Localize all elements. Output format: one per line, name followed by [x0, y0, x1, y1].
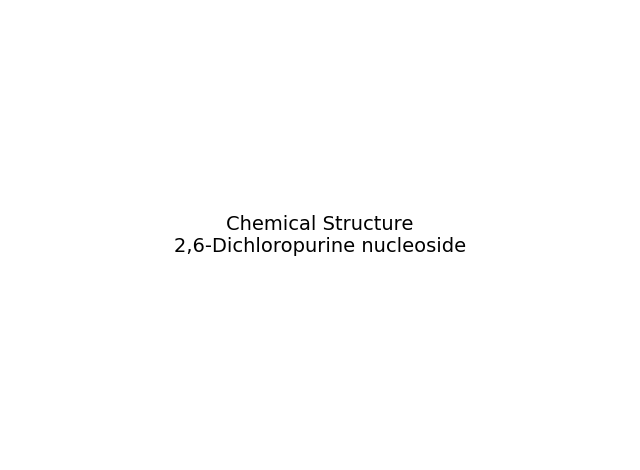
Text: Chemical Structure
2,6-Dichloropurine nucleoside: Chemical Structure 2,6-Dichloropurine nu…	[174, 214, 466, 256]
